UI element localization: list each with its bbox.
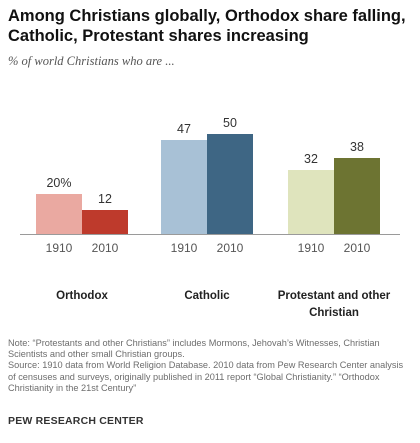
category-label-catholic: Catholic — [184, 290, 230, 302]
category-label-protestant-and-other-christian-line-2: Christian — [309, 307, 359, 319]
bar-chart: 20% 1910 12 2010 Orthodox 47 1910 50 2010 Catholi… — [20, 116, 400, 319]
value-label-orthodox-2010: 12 — [98, 192, 112, 206]
value-label-catholic-2010: 50 — [223, 116, 237, 130]
year-label-catholic-2010: 2010 — [217, 241, 244, 255]
value-label-protestant-and-other-christian-1910: 32 — [304, 152, 318, 166]
bar-catholic-2010 — [207, 134, 253, 234]
bar-orthodox-2010 — [82, 210, 128, 234]
bar-protestant-and-other-christian-2010 — [334, 158, 380, 234]
chart-title: Among Christians globally, Orthodox shar… — [8, 7, 406, 45]
footer-organization: PEW RESEARCH CENTER — [8, 415, 144, 427]
value-label-orthodox-1910: 20% — [46, 176, 71, 190]
year-label-protestant-and-other-christian-1910: 1910 — [298, 241, 325, 255]
value-label-catholic-1910: 47 — [177, 122, 191, 136]
year-label-orthodox-2010: 2010 — [92, 241, 119, 255]
note-text: Note: “Protestants and other Christians”… — [8, 338, 380, 360]
category-label-protestant-and-other-christian-line-1: Protestant and other — [278, 290, 391, 302]
source-text: Source: 1910 data from World Religion Da… — [8, 360, 404, 393]
year-label-catholic-1910: 1910 — [171, 241, 198, 255]
bar-orthodox-1910 — [36, 194, 82, 234]
chart-notes: Note: “Protestants and other Christians”… — [8, 338, 413, 394]
bar-protestant-and-other-christian-1910 — [288, 170, 334, 234]
chart-subtitle: % of world Christians who are ... — [8, 54, 175, 68]
year-label-protestant-and-other-christian-2010: 2010 — [344, 241, 371, 255]
bar-catholic-1910 — [161, 140, 207, 234]
category-label-orthodox: Orthodox — [56, 290, 108, 302]
year-label-orthodox-1910: 1910 — [46, 241, 73, 255]
value-label-protestant-and-other-christian-2010: 38 — [350, 140, 364, 154]
